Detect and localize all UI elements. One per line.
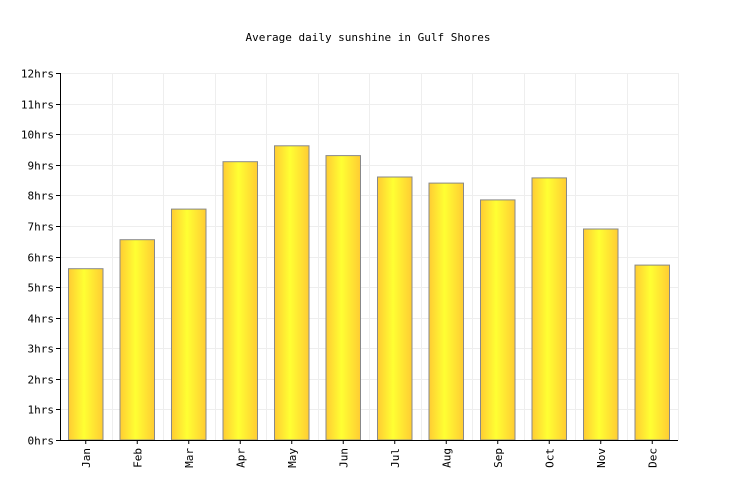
y-tick-label: 7hrs xyxy=(28,221,55,234)
y-tick-label: 8hrs xyxy=(28,190,55,203)
bar-jul xyxy=(377,176,413,441)
y-tick-label: 3hrs xyxy=(28,343,55,356)
axes xyxy=(56,73,678,444)
bar-oct xyxy=(531,177,567,441)
chart-title: Average daily sunshine in Gulf Shores xyxy=(245,31,490,44)
bar-jan xyxy=(68,268,104,441)
y-tick-label: 11hrs xyxy=(21,99,54,112)
y-tick-label: 0hrs xyxy=(28,435,55,448)
x-tick-label: Jun xyxy=(337,448,350,468)
bar-aug xyxy=(428,182,464,441)
x-tick-labels: Jan Feb Mar Apr May Jun Jul Aug Sep Oct Nov Dec xyxy=(80,448,659,468)
x-tick-label: Feb xyxy=(131,448,144,468)
y-tick-label: 10hrs xyxy=(21,129,54,142)
x-tick-label: Jul xyxy=(389,448,402,468)
x-tick-label: Apr xyxy=(234,448,247,468)
grid-lines xyxy=(60,73,679,440)
x-tick-label: Aug xyxy=(440,448,453,468)
y-tick-label: 6hrs xyxy=(28,252,55,265)
x-tick-label: Mar xyxy=(183,448,196,468)
y-tick-label: 1hrs xyxy=(28,404,55,417)
y-tick-label: 9hrs xyxy=(28,160,55,173)
bar-nov xyxy=(583,228,619,441)
x-tick-label: May xyxy=(286,448,299,468)
bar-mar xyxy=(171,208,207,441)
y-tick-label: 2hrs xyxy=(28,374,55,387)
bar-feb xyxy=(119,239,155,441)
bar-sep xyxy=(480,199,516,441)
x-tick-label: Sep xyxy=(492,448,505,468)
bars xyxy=(68,145,670,441)
x-tick-label: Jan xyxy=(80,448,93,468)
y-tick-label: 4hrs xyxy=(28,313,55,326)
bar-apr xyxy=(222,161,258,441)
bar-may xyxy=(274,145,310,441)
x-tick-label: Nov xyxy=(595,448,608,468)
x-tick-label: Dec xyxy=(646,448,659,468)
bar-dec xyxy=(634,264,670,441)
y-tick-label: 12hrs xyxy=(21,68,54,81)
y-tick-label: 5hrs xyxy=(28,282,55,295)
y-tick-labels: 0hrs 1hrs 2hrs 3hrs 4hrs 5hrs 6hrs 7hrs 8hrs 9hrs… xyxy=(21,68,54,448)
bar-jun xyxy=(325,155,361,441)
x-tick-label: Oct xyxy=(543,448,556,468)
